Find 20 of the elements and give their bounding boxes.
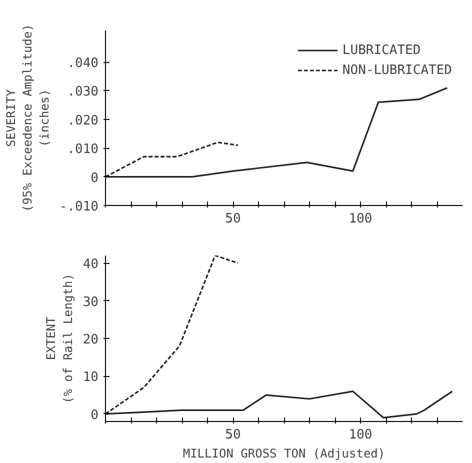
x-tick-label: 50 (225, 212, 241, 226)
x-tick-label: 50 (225, 428, 241, 442)
y-tick-label: .010 (67, 142, 99, 158)
y-tick-label: .020 (67, 113, 99, 128)
y-tick-label: 10 (82, 370, 99, 386)
x-axis-title: MILLION GROSS TON (Adjusted) (182, 446, 386, 460)
x-tick-label: 100 (348, 212, 372, 226)
y-tick-label: 40 (82, 257, 99, 272)
legend-label: LUBRICATED (342, 42, 421, 58)
y-tick-label: .030 (67, 84, 99, 100)
y-tick-label: 30 (82, 294, 99, 310)
y-tick-label: 0 (90, 170, 98, 186)
y-tick-label: .040 (67, 56, 99, 72)
y-tick-label: 0 (90, 408, 98, 423)
y-axis-title: EXTENT (% of Rail Length) (44, 273, 75, 404)
y-tick-label: 20 (82, 332, 99, 348)
x-tick-label: 100 (348, 428, 372, 442)
y-axis-title: SEVERITY (95% Exceedence Amplitude) (inches) (4, 24, 52, 212)
legend-label: NON-LUBRICATED (342, 62, 452, 78)
y-tick-label: -.010 (59, 200, 99, 214)
